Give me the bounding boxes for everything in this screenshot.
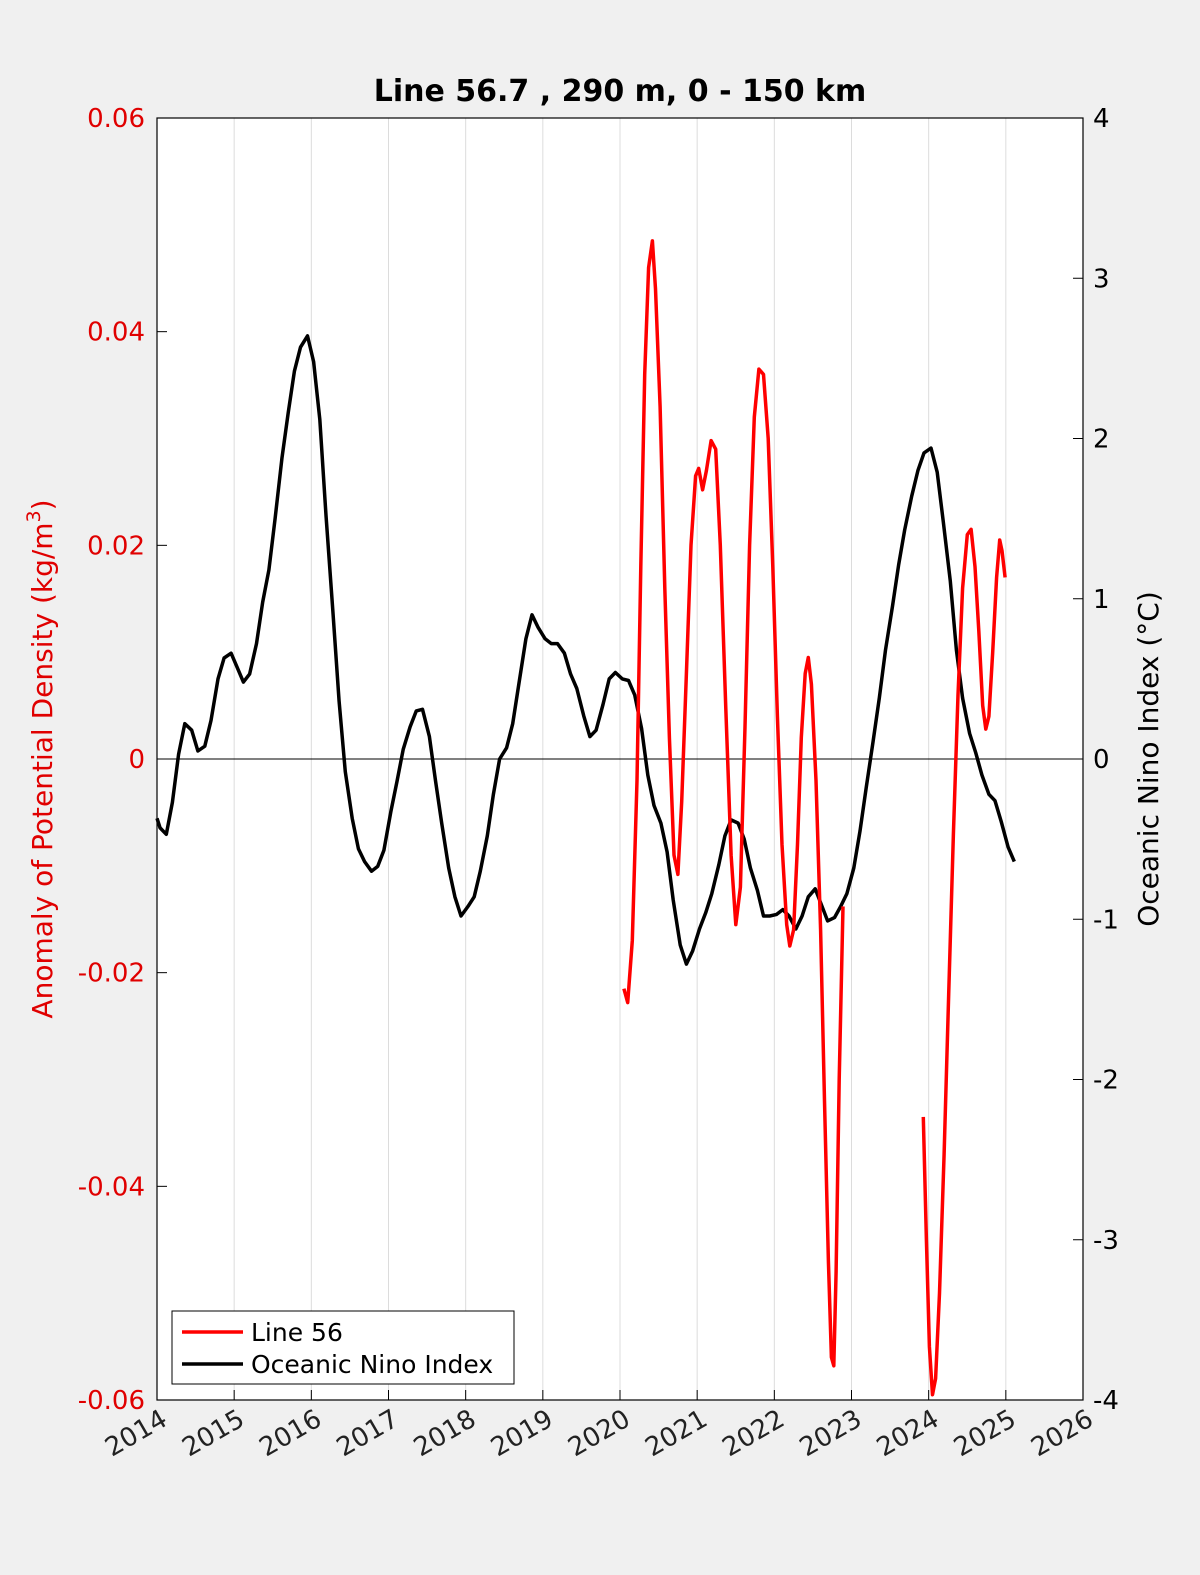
x-tick-label: 2017 xyxy=(332,1404,404,1463)
left-axis-label-main: Anomaly of Potential Density (kg/m xyxy=(26,522,59,1018)
right-y-tick-label: -2 xyxy=(1093,1066,1119,1096)
left-y-tick-label: -0.04 xyxy=(78,1172,145,1202)
x-tick-label: 2020 xyxy=(563,1404,635,1463)
right-axis-label: Oceanic Nino Index (°C) xyxy=(1132,591,1165,927)
left-axis-label-superscript: 3 xyxy=(23,510,45,522)
legend: Line 56 Oceanic Nino Index xyxy=(171,1310,515,1385)
x-tick-label: 2025 xyxy=(949,1404,1021,1463)
series-line-56-segment-2 xyxy=(921,527,1007,1397)
left-y-tick-label: 0.06 xyxy=(87,104,145,134)
left-y-tick-label: -0.06 xyxy=(78,1386,145,1416)
legend-label-line56: Line 56 xyxy=(251,1318,343,1347)
right-y-tick-label: 3 xyxy=(1093,264,1110,294)
right-y-tick-label: -3 xyxy=(1093,1226,1119,1256)
legend-box xyxy=(171,1310,515,1385)
left-y-tick-label: -0.02 xyxy=(78,959,145,989)
left-y-tick-label: 0 xyxy=(128,745,145,775)
x-tick-label: 2022 xyxy=(718,1404,790,1463)
x-tick-label: 2024 xyxy=(872,1404,944,1463)
right-y-tick-label: 1 xyxy=(1093,585,1110,615)
x-tick-label: 2015 xyxy=(177,1404,249,1463)
right-y-tick-label: 0 xyxy=(1093,745,1110,775)
left-y-tick-label: 0.02 xyxy=(87,531,145,561)
x-tick-label: 2019 xyxy=(486,1404,558,1463)
legend-label-oni: Oceanic Nino Index xyxy=(251,1350,493,1379)
right-y-tick-label: 2 xyxy=(1093,425,1110,455)
series-line-56-segment-1 xyxy=(622,239,845,1368)
series-layer xyxy=(155,239,1016,1397)
x-tick-label: 2016 xyxy=(255,1404,327,1463)
right-y-tick-label: -4 xyxy=(1093,1386,1119,1416)
x-tick-label: 2023 xyxy=(795,1404,867,1463)
chart-title: Line 56.7 , 290 m, 0 - 150 km xyxy=(374,74,867,109)
x-tick-label: 2018 xyxy=(409,1404,481,1463)
x-tick-label: 2026 xyxy=(1026,1404,1098,1463)
series-oceanic-nino-index xyxy=(155,334,1016,966)
left-axis-label-close: ) xyxy=(26,499,59,510)
right-y-tick-label: 4 xyxy=(1093,104,1110,134)
left-y-tick-label: 0.04 xyxy=(87,318,145,348)
right-y-tick-label: -1 xyxy=(1093,905,1119,935)
left-axis-label: Anomaly of Potential Density (kg/m3) xyxy=(23,499,59,1018)
x-tick-label: 2021 xyxy=(640,1404,712,1463)
